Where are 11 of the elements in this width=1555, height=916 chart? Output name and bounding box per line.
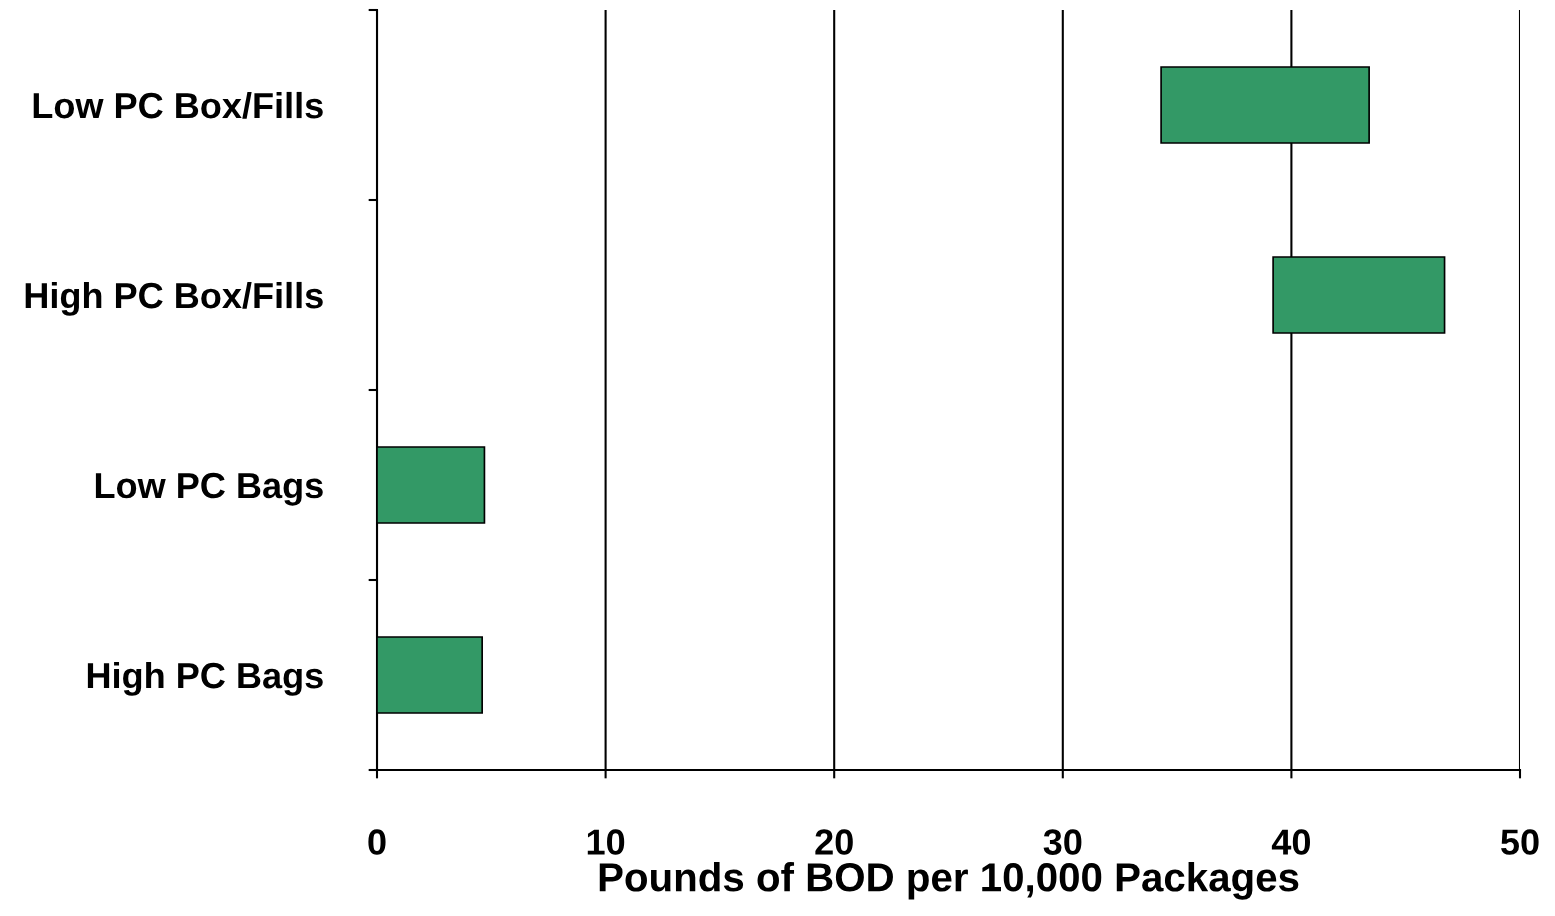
x-tick-label: 10 bbox=[587, 829, 625, 855]
y-tick-label: Low PC Box/Fills bbox=[33, 91, 323, 119]
y-tick-label: High PC Bags bbox=[87, 661, 323, 696]
y-tick-label: High PC Box/Fills bbox=[25, 281, 323, 316]
x-tick-label: 0 bbox=[368, 829, 386, 855]
x-tick-label: 20 bbox=[815, 829, 853, 855]
x-tick-label: 50 bbox=[1501, 829, 1539, 855]
x-tick-label: 30 bbox=[1043, 829, 1082, 855]
x-axis-title: Pounds of BOD per 10,000 Packages bbox=[599, 862, 1299, 900]
y-tick-label: Low PC Bags bbox=[95, 472, 323, 506]
x-tick-label: 40 bbox=[1271, 829, 1310, 855]
